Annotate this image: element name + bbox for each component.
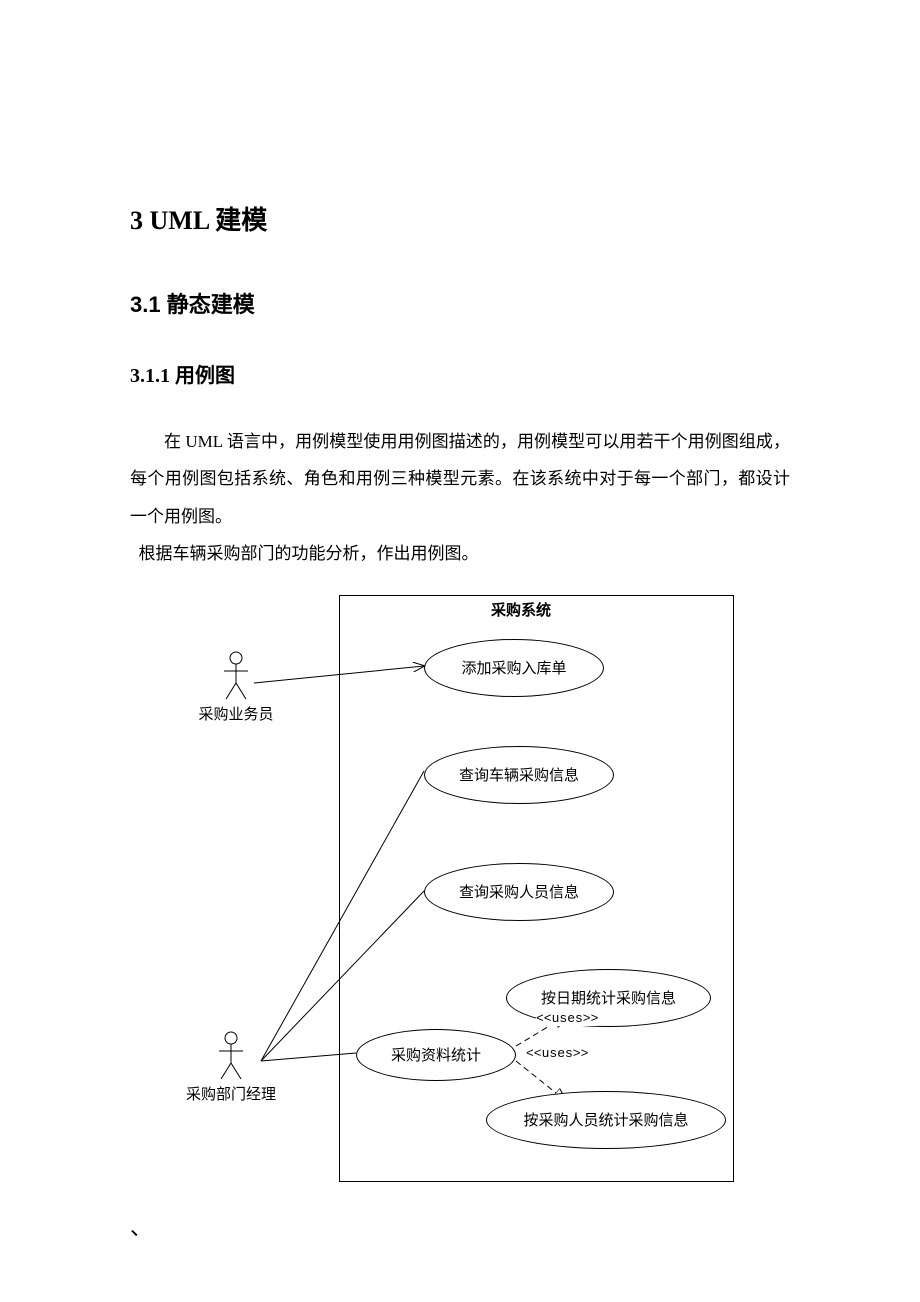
uses-label: <<uses>> (536, 1011, 598, 1026)
uc-query-vehicle: 查询车辆采购信息 (424, 746, 614, 804)
actor-clerk-label: 采购业务员 (191, 703, 281, 724)
heading-2: 3.1 静态建模 (130, 287, 790, 319)
actor-manager-label: 采购部门经理 (186, 1083, 276, 1104)
uc-by-staff: 按采购人员统计采购信息 (486, 1091, 726, 1149)
uc-stats: 采购资料统计 (356, 1029, 516, 1081)
actor-clerk: 采购业务员 (191, 651, 281, 724)
paragraph-1: 在 UML 语言中，用例模型使用用例图描述的，用例模型可以用若干个用例图组成，每… (130, 423, 790, 535)
heading-3: 3.1.1 用例图 (130, 359, 790, 388)
stray-mark: 、 (130, 1210, 152, 1242)
uc-add: 添加采购入库单 (424, 639, 604, 697)
uc-query-staff: 查询采购人员信息 (424, 863, 614, 921)
actor-manager: 采购部门经理 (186, 1031, 276, 1104)
heading-1: 3 UML 建模 (130, 200, 790, 237)
use-case-diagram: 采购系统采购业务员采购部门经理 添加采购入库单查询车辆采购信息查询采购人员信息采购… (186, 591, 734, 1193)
uses-label: <<uses>> (526, 1046, 588, 1061)
paragraph-2: 根据车辆采购部门的功能分析，作出用例图。 (130, 535, 790, 572)
system-title: 采购系统 (491, 599, 551, 620)
